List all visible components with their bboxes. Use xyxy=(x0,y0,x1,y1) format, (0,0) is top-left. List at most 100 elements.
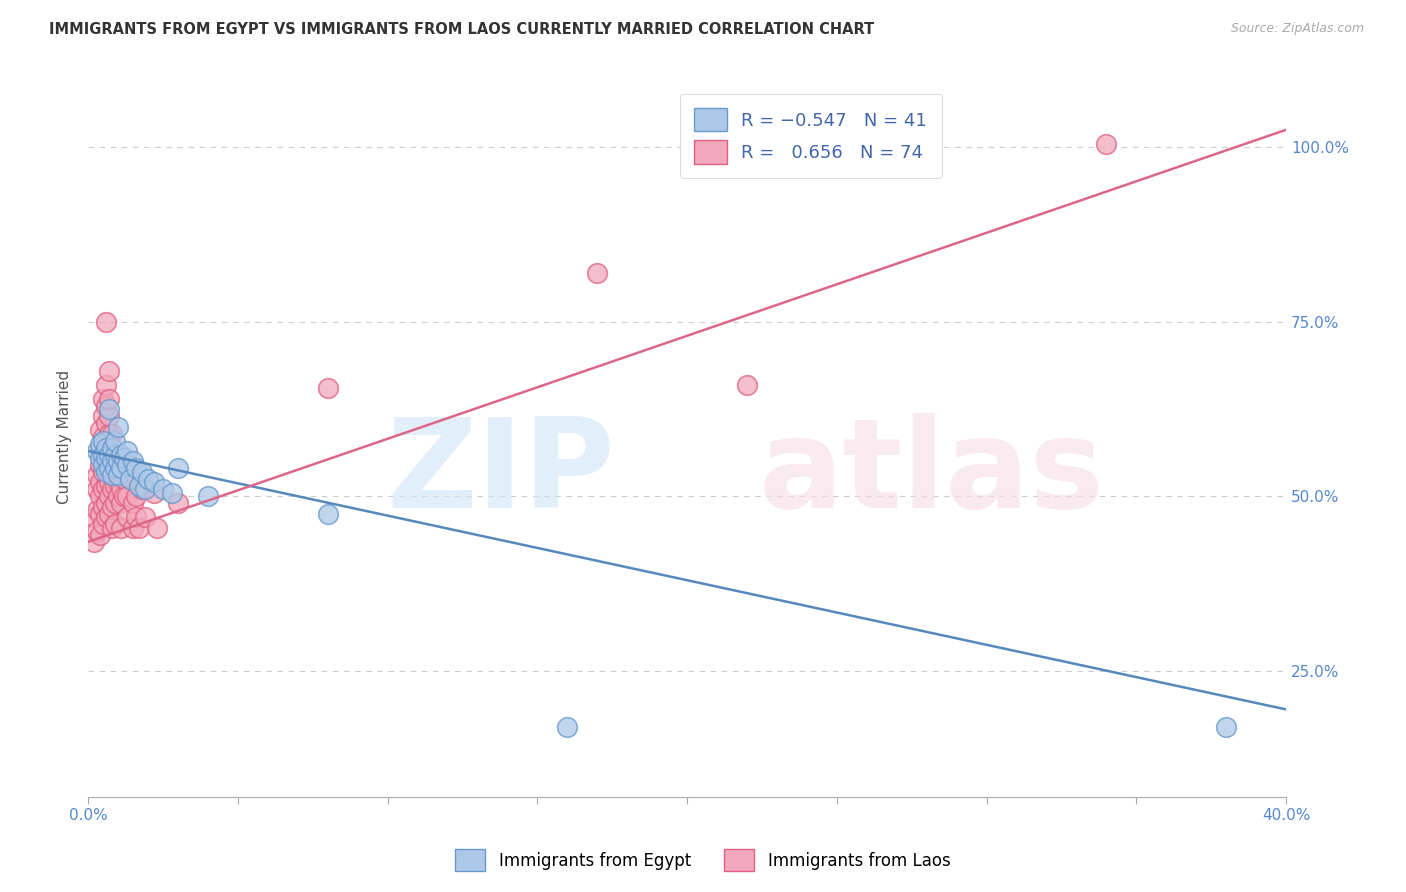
Point xyxy=(98,444,121,458)
Point xyxy=(101,448,124,462)
Point xyxy=(101,426,124,441)
Point xyxy=(89,475,111,490)
Point xyxy=(89,507,111,521)
Point xyxy=(110,483,132,497)
Point xyxy=(555,720,578,734)
Point xyxy=(131,465,153,479)
Point xyxy=(586,266,609,280)
Point xyxy=(98,507,121,521)
Point xyxy=(91,483,114,497)
Point xyxy=(101,454,124,468)
Point xyxy=(94,441,117,455)
Point xyxy=(101,483,124,497)
Point xyxy=(125,510,148,524)
Point xyxy=(107,490,129,504)
Point xyxy=(98,364,121,378)
Point xyxy=(104,461,127,475)
Point xyxy=(94,461,117,475)
Point xyxy=(83,534,105,549)
Point xyxy=(107,468,129,483)
Point xyxy=(83,510,105,524)
Point xyxy=(107,458,129,472)
Point xyxy=(91,409,114,423)
Point xyxy=(104,448,127,462)
Point xyxy=(98,409,121,423)
Point xyxy=(107,454,129,468)
Point xyxy=(101,465,124,479)
Point xyxy=(94,510,117,524)
Point xyxy=(104,517,127,532)
Point xyxy=(167,461,190,475)
Point xyxy=(110,521,132,535)
Text: atlas: atlas xyxy=(759,412,1105,533)
Point xyxy=(91,458,114,472)
Point xyxy=(98,490,121,504)
Point xyxy=(89,490,111,504)
Point xyxy=(115,444,138,458)
Point xyxy=(98,402,121,417)
Point xyxy=(143,486,166,500)
Point xyxy=(94,315,117,329)
Point xyxy=(1215,720,1237,734)
Point xyxy=(98,458,121,472)
Point xyxy=(735,377,758,392)
Point xyxy=(94,450,117,465)
Point xyxy=(91,448,114,462)
Point xyxy=(94,496,117,510)
Point xyxy=(94,434,117,448)
Point xyxy=(94,377,117,392)
Point xyxy=(115,490,138,504)
Point xyxy=(134,483,156,497)
Point xyxy=(94,416,117,430)
Text: IMMIGRANTS FROM EGYPT VS IMMIGRANTS FROM LAOS CURRENTLY MARRIED CORRELATION CHAR: IMMIGRANTS FROM EGYPT VS IMMIGRANTS FROM… xyxy=(49,22,875,37)
Point xyxy=(101,500,124,514)
Point xyxy=(104,479,127,493)
Point xyxy=(316,507,339,521)
Point xyxy=(1095,136,1118,151)
Legend: R = −0.547   N = 41, R =   0.656   N = 74: R = −0.547 N = 41, R = 0.656 N = 74 xyxy=(681,94,942,178)
Point xyxy=(86,524,108,539)
Point xyxy=(94,399,117,413)
Point xyxy=(98,392,121,406)
Point xyxy=(115,458,138,472)
Point xyxy=(125,490,148,504)
Point xyxy=(98,461,121,475)
Point xyxy=(110,496,132,510)
Point xyxy=(125,461,148,475)
Point xyxy=(122,521,145,535)
Point xyxy=(91,500,114,514)
Point xyxy=(122,454,145,468)
Point xyxy=(122,496,145,510)
Point xyxy=(91,465,114,479)
Point xyxy=(91,517,114,532)
Point xyxy=(167,496,190,510)
Point xyxy=(131,483,153,497)
Point xyxy=(91,392,114,406)
Point xyxy=(160,486,183,500)
Point xyxy=(98,426,121,441)
Point xyxy=(91,448,114,462)
Point xyxy=(86,468,108,483)
Point xyxy=(89,437,111,451)
Point xyxy=(112,490,135,504)
Point xyxy=(316,381,339,395)
Y-axis label: Currently Married: Currently Married xyxy=(58,370,72,504)
Point xyxy=(86,503,108,517)
Point xyxy=(89,458,111,472)
Legend: Immigrants from Egypt, Immigrants from Laos: Immigrants from Egypt, Immigrants from L… xyxy=(447,841,959,880)
Point xyxy=(91,430,114,444)
Point xyxy=(86,444,108,458)
Point xyxy=(101,468,124,483)
Point xyxy=(107,475,129,490)
Point xyxy=(143,475,166,490)
Point xyxy=(89,528,111,542)
Point xyxy=(94,479,117,493)
Point xyxy=(98,475,121,490)
Point xyxy=(197,490,219,504)
Point xyxy=(146,521,169,535)
Point xyxy=(89,444,111,458)
Point xyxy=(128,521,150,535)
Point xyxy=(94,465,117,479)
Point xyxy=(98,448,121,462)
Point xyxy=(107,419,129,434)
